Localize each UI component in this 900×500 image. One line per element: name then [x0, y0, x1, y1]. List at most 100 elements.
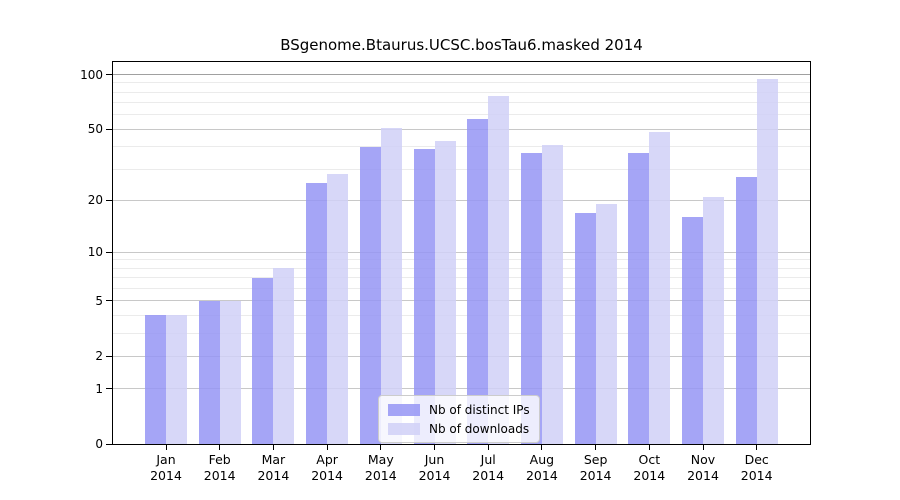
gridline-major: [113, 199, 810, 201]
x-tick-month: Jun: [424, 452, 445, 467]
bar-distinct-ips: [735, 177, 757, 444]
gridline-minor: [113, 91, 810, 93]
bar-downloads: [595, 204, 617, 444]
y-tick-label: 50: [87, 122, 103, 137]
bar-distinct-ips: [467, 118, 489, 444]
x-tick-year: 2014: [364, 468, 397, 483]
bar-downloads: [756, 78, 778, 444]
x-tick-year: 2014: [687, 468, 719, 483]
y-tick-label: 0: [95, 437, 103, 451]
x-tick-year: 2014: [257, 468, 290, 483]
y-axis-tick: [106, 443, 112, 445]
bar-distinct-ips: [145, 315, 166, 444]
x-axis-tick: [219, 445, 221, 450]
x-tick-label: May 2014: [349, 452, 413, 484]
x-axis-tick: [702, 445, 704, 450]
y-axis-tick: [106, 355, 112, 357]
x-tick-year: 2014: [579, 468, 612, 483]
x-tick-month: Jul: [480, 452, 496, 467]
gridline-minor: [113, 259, 810, 261]
bar-distinct-ips: [359, 146, 381, 444]
bar-downloads: [219, 300, 241, 444]
bar-distinct-ips: [413, 148, 435, 444]
plot-wrap: 100 50 20 10 5 2 1 0 Jan 2014 Feb 2014 Mar 2014 Apr 201…: [80, 61, 811, 483]
y-axis-tick: [106, 388, 112, 390]
bar-distinct-ips: [682, 217, 703, 444]
y-tick-label: 20: [87, 193, 103, 208]
bar-downloads: [649, 132, 671, 444]
x-tick-label: Jun 2014: [403, 452, 467, 484]
x-tick-month: Nov: [690, 452, 716, 467]
gridline-minor: [113, 146, 810, 148]
x-tick-label: Sep 2014: [564, 452, 628, 484]
bar-distinct-ips: [198, 300, 220, 444]
plot-area: [113, 62, 810, 444]
x-tick-label: Dec 2014: [725, 452, 789, 484]
x-axis-tick: [326, 445, 328, 450]
legend-swatch-downloads: [388, 422, 420, 435]
y-tick-label: 5: [95, 293, 103, 308]
x-tick-year: 2014: [150, 468, 182, 483]
gridline-major: [113, 128, 810, 130]
bar-downloads: [166, 315, 187, 444]
x-tick-label: Jan 2014: [134, 452, 198, 484]
bar-distinct-ips: [306, 183, 328, 444]
bar-distinct-ips: [252, 277, 274, 444]
gridline-minor: [113, 102, 810, 104]
x-axis-tick: [487, 445, 489, 450]
x-axis-tick: [380, 445, 382, 450]
y-axis-tick: [106, 128, 112, 130]
y-axis-tick: [106, 74, 112, 76]
gridline-major: [113, 300, 810, 302]
x-tick-label: Feb 2014: [188, 452, 252, 484]
bar-downloads: [434, 141, 456, 444]
bar-distinct-ips: [574, 212, 596, 444]
y-axis-tick: [106, 300, 112, 302]
x-axis-tick: [648, 445, 650, 450]
chart-title: BSgenome.Btaurus.UCSC.bosTau6.masked 201…: [280, 36, 643, 54]
x-tick-month: May: [367, 452, 394, 467]
x-axis-tick: [595, 445, 597, 450]
x-tick-year: 2014: [472, 468, 505, 483]
x-tick-label: Mar 2014: [241, 452, 305, 484]
x-tick-month: Jan: [156, 452, 176, 467]
legend-label-downloads: Nb of downloads: [429, 421, 530, 436]
gridline-major: [113, 74, 810, 76]
y-axis-tick: [106, 199, 112, 201]
bar-downloads: [273, 268, 295, 444]
y-tick-label: 2: [95, 349, 103, 364]
x-tick-label: Nov 2014: [671, 452, 735, 484]
gridline-major: [113, 355, 810, 357]
x-tick-year: 2014: [740, 468, 773, 483]
x-tick-month: Sep: [583, 452, 608, 467]
x-axis-tick: [272, 445, 274, 450]
x-axis-tick: [756, 445, 758, 450]
x-tick-month: Aug: [529, 452, 555, 467]
legend-row-downloads: Nb of downloads: [388, 419, 530, 438]
y-tick-label: 100: [80, 67, 103, 82]
gridline-minor: [113, 82, 810, 84]
gridline-minor: [113, 332, 810, 334]
legend-swatch-distinct-ips: [388, 403, 420, 416]
legend-label-distinct-ips: Nb of distinct IPs: [429, 402, 530, 417]
legend: Nb of distinct IPs Nb of downloads: [378, 395, 540, 443]
gridline-minor: [113, 277, 810, 279]
bar-downloads: [380, 127, 402, 444]
y-tick-label: 10: [87, 245, 103, 260]
gridline-minor: [113, 314, 810, 316]
gridline-major: [113, 388, 810, 390]
bar-downloads: [327, 174, 349, 444]
bar-distinct-ips: [628, 152, 650, 444]
x-axis-tick: [165, 445, 167, 450]
x-tick-year: 2014: [525, 468, 558, 483]
x-tick-month: Mar: [261, 452, 286, 467]
gridline-minor: [113, 114, 810, 116]
x-axis-tick: [541, 445, 543, 450]
bar-distinct-ips: [520, 152, 542, 444]
y-tick-label: 1: [95, 381, 103, 396]
gridline-minor: [113, 168, 810, 170]
x-tick-year: 2014: [203, 468, 236, 483]
bar-downloads: [541, 144, 563, 444]
x-tick-year: 2014: [418, 468, 451, 483]
